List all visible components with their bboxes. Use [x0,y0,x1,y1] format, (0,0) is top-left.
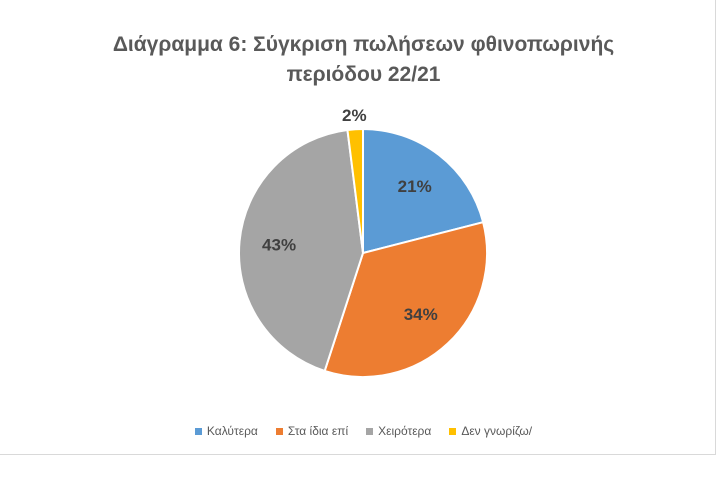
legend-item-4: Δεν γνωρίζω/ [449,424,532,438]
chart-title-line-2: περιόδου 22/21 [286,63,441,86]
legend-label-1: Καλύτερα [206,424,258,438]
pie-slice-label-4: 2% [342,106,367,125]
legend-swatch-3 [366,427,374,435]
legend-swatch-2 [275,427,283,435]
legend-label-2: Στα ίδια επί [287,424,349,438]
legend-item-2: Στα ίδια επί [275,424,349,438]
pie-slice-label-3: 43% [262,236,296,255]
chart-legend: Καλύτερα Στα ίδια επί Χειρότερα Δεν γνωρίζω… [0,424,727,438]
pie-slice-4 [346,127,364,254]
legend-item-1: Καλύτερα [194,424,258,438]
pie-slice-3 [238,128,365,373]
legend-item-3: Χειρότερα [366,424,431,438]
pie-slice-2 [323,220,488,378]
chart-frame [0,0,716,455]
chart-title: Διάγραμμα 6: Σύγκριση πωλήσεων φθινοπωρι… [0,30,727,90]
legend-label-3: Χειρότερα [378,424,432,438]
legend-swatch-1 [194,427,202,435]
pie-slice-label-1: 21% [398,177,432,196]
pie-slice-label-2: 34% [404,305,438,324]
legend-swatch-4 [449,427,457,435]
pie-slice-1 [362,127,485,255]
legend-label-4: Δεν γνωρίζω/ [461,424,533,438]
chart-title-line-1: Διάγραμμα 6: Σύγκριση πωλήσεων φθινοπωρι… [112,33,615,56]
